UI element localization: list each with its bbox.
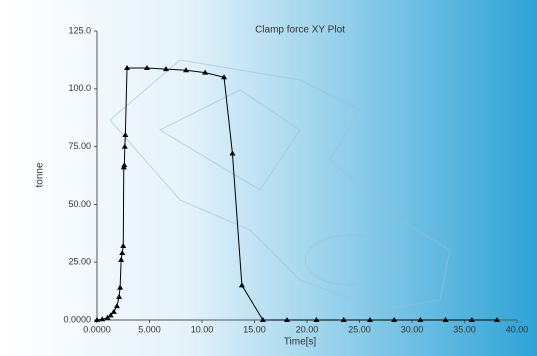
page: Clamp force XY Plot Time[s] tonne 0.0000… <box>0 0 537 356</box>
y-tick-label: 75.00 <box>68 141 91 151</box>
y-tick-label: 25.00 <box>68 257 91 267</box>
x-tick-label: 5.000 <box>138 324 161 334</box>
x-tick-label: 20.00 <box>296 324 319 334</box>
y-tick-label: 0.0000 <box>63 314 91 324</box>
x-tick-label: 15.00 <box>243 324 266 334</box>
chart: Clamp force XY Plot Time[s] tonne 0.0000… <box>0 0 537 356</box>
x-tick-label: 10.00 <box>191 324 214 334</box>
y-axis-label: tonne <box>35 162 46 187</box>
x-tick-label: 25.00 <box>348 324 371 334</box>
chart-title: Clamp force XY Plot <box>255 25 345 36</box>
y-tick-label: 125.0 <box>68 25 91 35</box>
x-axis-label: Time[s] <box>284 337 317 348</box>
x-tick-label: 40.00 <box>506 324 529 334</box>
x-tick-label: 30.00 <box>401 324 424 334</box>
x-tick-label: 0.0000 <box>83 324 111 334</box>
y-tick-label: 50.00 <box>68 199 91 209</box>
x-tick-label: 35.00 <box>453 324 476 334</box>
y-tick-label: 100.0 <box>68 83 91 93</box>
